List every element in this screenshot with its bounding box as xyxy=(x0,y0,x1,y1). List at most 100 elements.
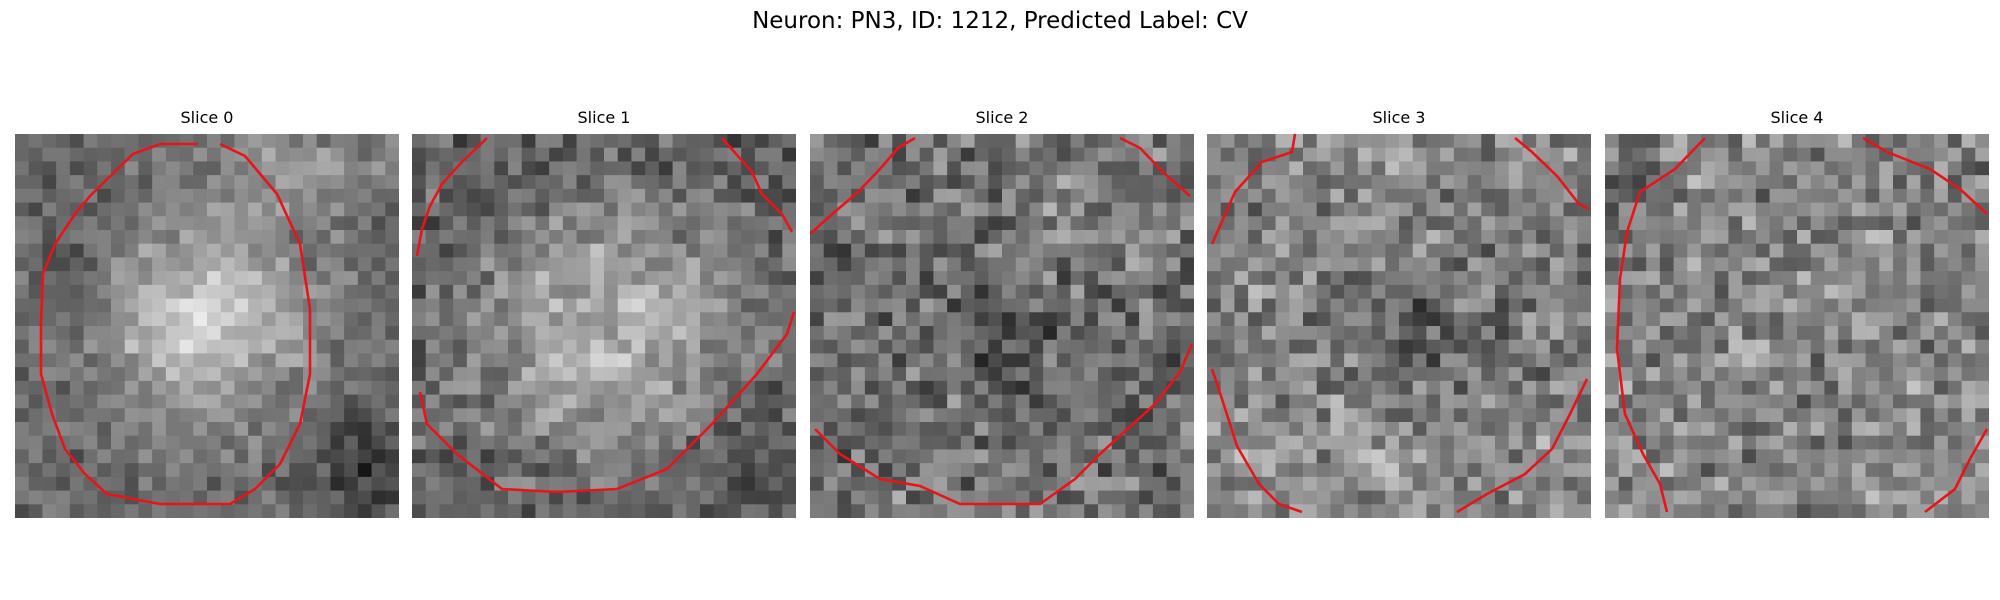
image-pixel xyxy=(330,257,345,272)
image-pixel xyxy=(316,463,332,478)
image-pixel xyxy=(713,243,729,259)
image-pixel xyxy=(480,230,495,245)
image-pixel xyxy=(289,147,304,163)
image-pixel xyxy=(385,326,399,341)
image-pixel xyxy=(1961,161,1976,176)
image-pixel xyxy=(562,476,578,492)
image-pixel xyxy=(234,380,249,396)
image-pixel xyxy=(1961,202,1976,217)
image-pixel xyxy=(1371,161,1386,176)
image-pixel xyxy=(1385,367,1400,382)
image-pixel xyxy=(466,380,482,396)
image-pixel xyxy=(837,422,852,437)
image-pixel xyxy=(535,476,550,492)
image-pixel xyxy=(1275,435,1290,451)
image-pixel xyxy=(1934,271,1949,286)
image-pixel xyxy=(1577,175,1591,190)
image-pixel xyxy=(810,271,825,286)
image-pixel xyxy=(179,188,194,204)
image-pixel xyxy=(1180,161,1194,176)
image-pixel xyxy=(1399,257,1414,272)
image-pixel xyxy=(1261,408,1277,423)
image-pixel xyxy=(645,449,660,464)
image-pixel xyxy=(576,202,591,217)
image-pixel xyxy=(1440,202,1455,217)
image-pixel xyxy=(1289,312,1304,327)
image-pixel xyxy=(1275,271,1290,286)
image-pixel xyxy=(1371,147,1386,163)
image-pixel xyxy=(933,257,948,272)
image-pixel xyxy=(248,230,263,245)
image-pixel xyxy=(960,161,976,176)
image-pixel xyxy=(1399,339,1414,355)
image-pixel xyxy=(782,449,796,464)
image-pixel xyxy=(357,394,373,409)
image-pixel xyxy=(810,188,825,204)
image-pixel xyxy=(1357,230,1373,245)
image-pixel xyxy=(508,134,523,149)
image-pixel xyxy=(1220,312,1236,327)
image-pixel xyxy=(1371,504,1386,518)
image-pixel xyxy=(69,147,85,163)
image-pixel xyxy=(1577,422,1591,437)
image-pixel xyxy=(1508,175,1524,190)
image-pixel xyxy=(960,353,976,368)
image-pixel xyxy=(412,230,427,245)
image-pixel xyxy=(1755,353,1771,368)
image-pixel xyxy=(1453,188,1469,204)
image-pixel xyxy=(56,312,71,327)
image-pixel xyxy=(782,257,796,272)
image-pixel xyxy=(604,353,619,368)
image-pixel xyxy=(316,476,332,492)
image-pixel xyxy=(823,449,839,464)
image-pixel xyxy=(1481,284,1496,300)
image-pixel xyxy=(1549,134,1565,149)
image-pixel xyxy=(480,134,495,149)
image-pixel xyxy=(1906,298,1922,313)
image-pixel xyxy=(83,326,98,341)
image-pixel xyxy=(261,312,277,327)
image-pixel xyxy=(1385,230,1400,245)
image-pixel xyxy=(344,422,359,437)
image-pixel xyxy=(1865,188,1880,204)
image-pixel xyxy=(590,243,605,259)
image-pixel xyxy=(15,435,30,451)
image-pixel xyxy=(864,463,880,478)
image-pixel xyxy=(1536,422,1551,437)
image-pixel xyxy=(1920,271,1935,286)
image-pixel xyxy=(521,490,537,505)
image-pixel xyxy=(1275,188,1290,204)
image-pixel xyxy=(97,202,112,217)
image-pixel xyxy=(974,175,989,190)
slice-image xyxy=(15,134,399,518)
image-pixel xyxy=(261,339,277,355)
image-pixel xyxy=(1797,435,1812,451)
image-pixel xyxy=(1344,134,1359,149)
image-pixel xyxy=(1824,422,1839,437)
image-pixel xyxy=(1056,353,1072,368)
image-pixel xyxy=(1947,188,1963,204)
image-pixel xyxy=(1029,353,1044,368)
image-pixel xyxy=(248,312,263,327)
image-pixel xyxy=(207,449,222,464)
image-pixel xyxy=(549,230,564,245)
image-pixel xyxy=(549,422,564,437)
image-pixel xyxy=(754,147,770,163)
image-pixel xyxy=(1303,408,1318,423)
image-pixel xyxy=(521,422,537,437)
image-pixel xyxy=(220,367,236,382)
image-pixel xyxy=(1111,490,1127,505)
image-pixel xyxy=(727,463,742,478)
image-pixel xyxy=(1453,216,1469,231)
image-pixel xyxy=(1467,326,1482,341)
image-pixel xyxy=(1934,230,1949,245)
image-pixel xyxy=(1893,188,1908,204)
slice-panel-3: Slice 3 xyxy=(1207,108,1591,518)
image-pixel xyxy=(1289,490,1304,505)
image-pixel xyxy=(179,147,194,163)
image-pixel xyxy=(357,312,373,327)
image-pixel xyxy=(1810,422,1826,437)
image-pixel xyxy=(851,504,866,518)
image-pixel xyxy=(1344,463,1359,478)
image-pixel xyxy=(645,476,660,492)
